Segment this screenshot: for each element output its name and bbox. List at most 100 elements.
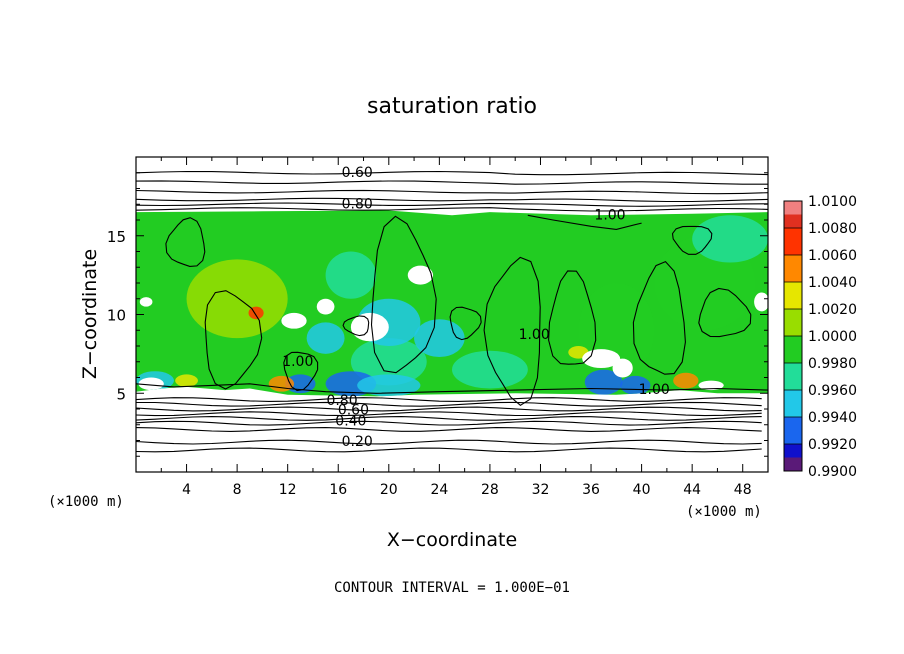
- unsaturated-pocket: [350, 312, 389, 342]
- contour-line: [204, 290, 263, 390]
- field-patch: [452, 350, 528, 389]
- y-tick-label: 15: [107, 228, 126, 246]
- colorbar-label: 1.0020: [808, 302, 857, 318]
- x-tick-label: 40: [633, 482, 651, 498]
- colorbar-label: 1.0060: [808, 248, 857, 264]
- x-unit-label: (×1000 m): [686, 504, 762, 520]
- contour-line: [136, 416, 762, 421]
- colorbar-band: [784, 417, 802, 445]
- colorbar-label: 1.0100: [808, 194, 857, 210]
- unsaturated-pocket: [281, 312, 307, 329]
- contour-label: 0.40: [335, 414, 366, 430]
- x-tick-label: 28: [481, 482, 499, 498]
- contour-line: [136, 401, 762, 407]
- y-axis-label: Z−coordinate: [79, 249, 101, 379]
- unsaturated-pocket: [698, 380, 724, 391]
- contour-line: [136, 207, 768, 212]
- unsaturated-pocket: [139, 297, 153, 307]
- contour-line: [165, 217, 206, 267]
- y-unit-label: (×1000 m): [48, 494, 124, 510]
- x-tick-label: 16: [329, 482, 347, 498]
- field-patch: [306, 322, 345, 354]
- contour-lines: [136, 170, 768, 453]
- contour-label: 1.00: [639, 382, 670, 398]
- y-tick-label: 10: [107, 307, 126, 325]
- contour-label: 1.00: [282, 354, 313, 370]
- colorbar-label: 1.0080: [808, 221, 857, 237]
- field-patch: [175, 374, 198, 387]
- contour-label: 1.00: [594, 207, 625, 223]
- field-patch: [357, 374, 421, 397]
- x-tick-label: 48: [734, 482, 752, 498]
- contour-line: [136, 202, 768, 207]
- x-tick-label: 32: [532, 482, 550, 498]
- field-patch: [186, 259, 288, 339]
- contour-line: [136, 397, 762, 402]
- contour-line: [136, 197, 768, 203]
- x-tick-label: 8: [233, 482, 242, 498]
- y-tick-label: 5: [116, 385, 126, 403]
- x-tick-label: 20: [380, 482, 398, 498]
- contour-label: 0.60: [338, 403, 369, 419]
- colorbar-label: 1.0000: [808, 329, 857, 345]
- field-patch: [325, 251, 377, 299]
- colorbar-label: 1.0040: [808, 275, 857, 291]
- unsaturated-pocket: [612, 358, 633, 378]
- field-patch: [692, 215, 768, 263]
- contour-label: 0.80: [326, 393, 357, 409]
- x-tick-label: 12: [279, 482, 297, 498]
- contour-line: [483, 256, 541, 406]
- field-patch: [248, 306, 264, 320]
- colorbar: 1.0100 1.0080 1.0060 1.0040 1.0020 1.0000 0.99…: [783, 194, 857, 480]
- colorbar-band: [784, 255, 802, 283]
- contour-line: [136, 439, 762, 445]
- colorbar-label: 0.9900: [808, 464, 857, 480]
- colorbar-band: [784, 309, 802, 337]
- unsaturated-pocket: [138, 377, 164, 391]
- contour-line: [370, 215, 437, 374]
- contour-line: [136, 427, 762, 432]
- contour-label: 1.00: [519, 327, 550, 343]
- colorbar-band-top: [784, 201, 802, 215]
- colorbar-band: [784, 363, 802, 391]
- contour-line: [136, 447, 762, 453]
- field-patch: [673, 372, 699, 389]
- contour-line: [671, 225, 713, 255]
- contour-line: [136, 180, 768, 185]
- colorbar-band-bottom: [784, 457, 802, 471]
- contour-line: [136, 189, 768, 195]
- contour-line: [527, 214, 642, 230]
- contour-line: [136, 420, 762, 426]
- colorbar-band: [784, 228, 802, 256]
- contour-line: [698, 287, 752, 338]
- colorbar-band: [784, 336, 802, 364]
- x-tick-label: 44: [683, 482, 701, 498]
- x-tick-label: 4: [182, 482, 191, 498]
- contour-line: [136, 406, 762, 412]
- contour-line: [342, 315, 370, 337]
- colorbar-label: 0.9980: [808, 356, 857, 372]
- colorbar-label: 0.9920: [808, 437, 857, 453]
- colorbar-band: [784, 282, 802, 310]
- x-axis-label: X−coordinate: [387, 529, 517, 551]
- colorbar-label: 0.9940: [808, 410, 857, 426]
- contour-labels: 0.600.801.001.001.001.000.800.600.400.20: [282, 165, 670, 450]
- contour-label: 0.20: [342, 434, 373, 450]
- contour-label: 0.60: [342, 165, 373, 181]
- contour-label: 0.80: [342, 196, 373, 212]
- x-tick-label: 36: [582, 482, 600, 498]
- unsaturated-pocket: [754, 292, 768, 312]
- contour-line: [632, 260, 686, 375]
- contour-line: [136, 411, 762, 417]
- unsaturated-pocket: [407, 265, 434, 285]
- colorbar-label: 0.9960: [808, 383, 857, 399]
- x-tick-label: 24: [430, 482, 448, 498]
- contour-line: [548, 270, 597, 365]
- saturation-field: [136, 210, 768, 397]
- contour-line: [449, 306, 482, 341]
- contour-line: [136, 170, 768, 176]
- field-patch: [350, 338, 427, 386]
- colorbar-band: [784, 390, 802, 418]
